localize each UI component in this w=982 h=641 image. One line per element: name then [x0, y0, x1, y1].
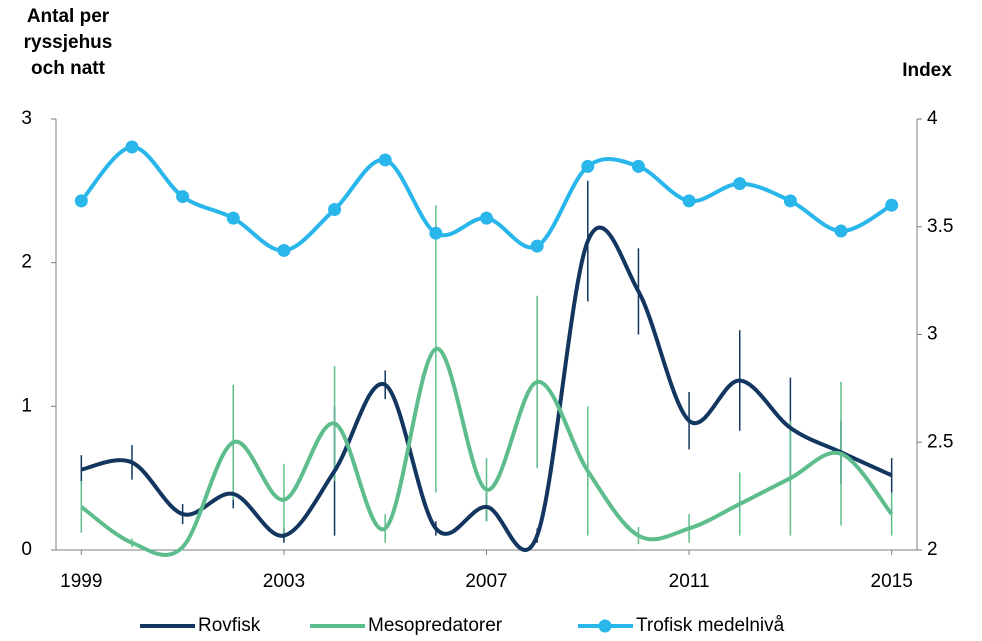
y2-tick-label: 2.5 [927, 431, 953, 452]
point [226, 211, 240, 225]
point [885, 198, 899, 212]
point [733, 177, 747, 191]
point [125, 140, 139, 154]
y-tick-label: 0 [21, 539, 32, 560]
y2-axis-title: Index [902, 60, 952, 81]
point [480, 211, 493, 225]
point [378, 153, 392, 167]
series-line [79, 145, 893, 253]
y2-tick-label: 3 [927, 324, 938, 345]
y2-tick-label: 4 [927, 108, 938, 129]
x-tick-label: 1999 [60, 571, 102, 592]
point [530, 239, 544, 253]
series-line [80, 225, 893, 553]
point [783, 194, 797, 208]
x-tick-label: 2011 [669, 571, 710, 592]
legend-label: Mesopredatorer [368, 615, 503, 636]
y-tick-label: 3 [21, 108, 32, 129]
point [277, 243, 291, 257]
y2-tick-label: 2 [927, 539, 938, 560]
legend-marker [598, 619, 612, 633]
legend-label: Trofisk medelnivå [636, 615, 785, 636]
legend-label: Rovfisk [198, 615, 261, 636]
y-tick-label: 2 [21, 252, 32, 273]
point [328, 203, 342, 217]
point [74, 194, 88, 208]
x-tick-label: 2007 [465, 571, 507, 592]
point [834, 224, 848, 238]
point [429, 226, 443, 240]
y-axis-title: Antal per ryssjehus och natt [23, 6, 113, 79]
y-tick-label: 1 [21, 395, 32, 416]
point [176, 190, 190, 204]
point [581, 159, 595, 173]
x-tick-label: 2003 [263, 571, 305, 592]
y2-tick-label: 3.5 [927, 216, 953, 237]
series-line [80, 346, 894, 557]
point [682, 194, 696, 208]
point [631, 159, 645, 173]
x-tick-label: 2015 [871, 571, 913, 592]
